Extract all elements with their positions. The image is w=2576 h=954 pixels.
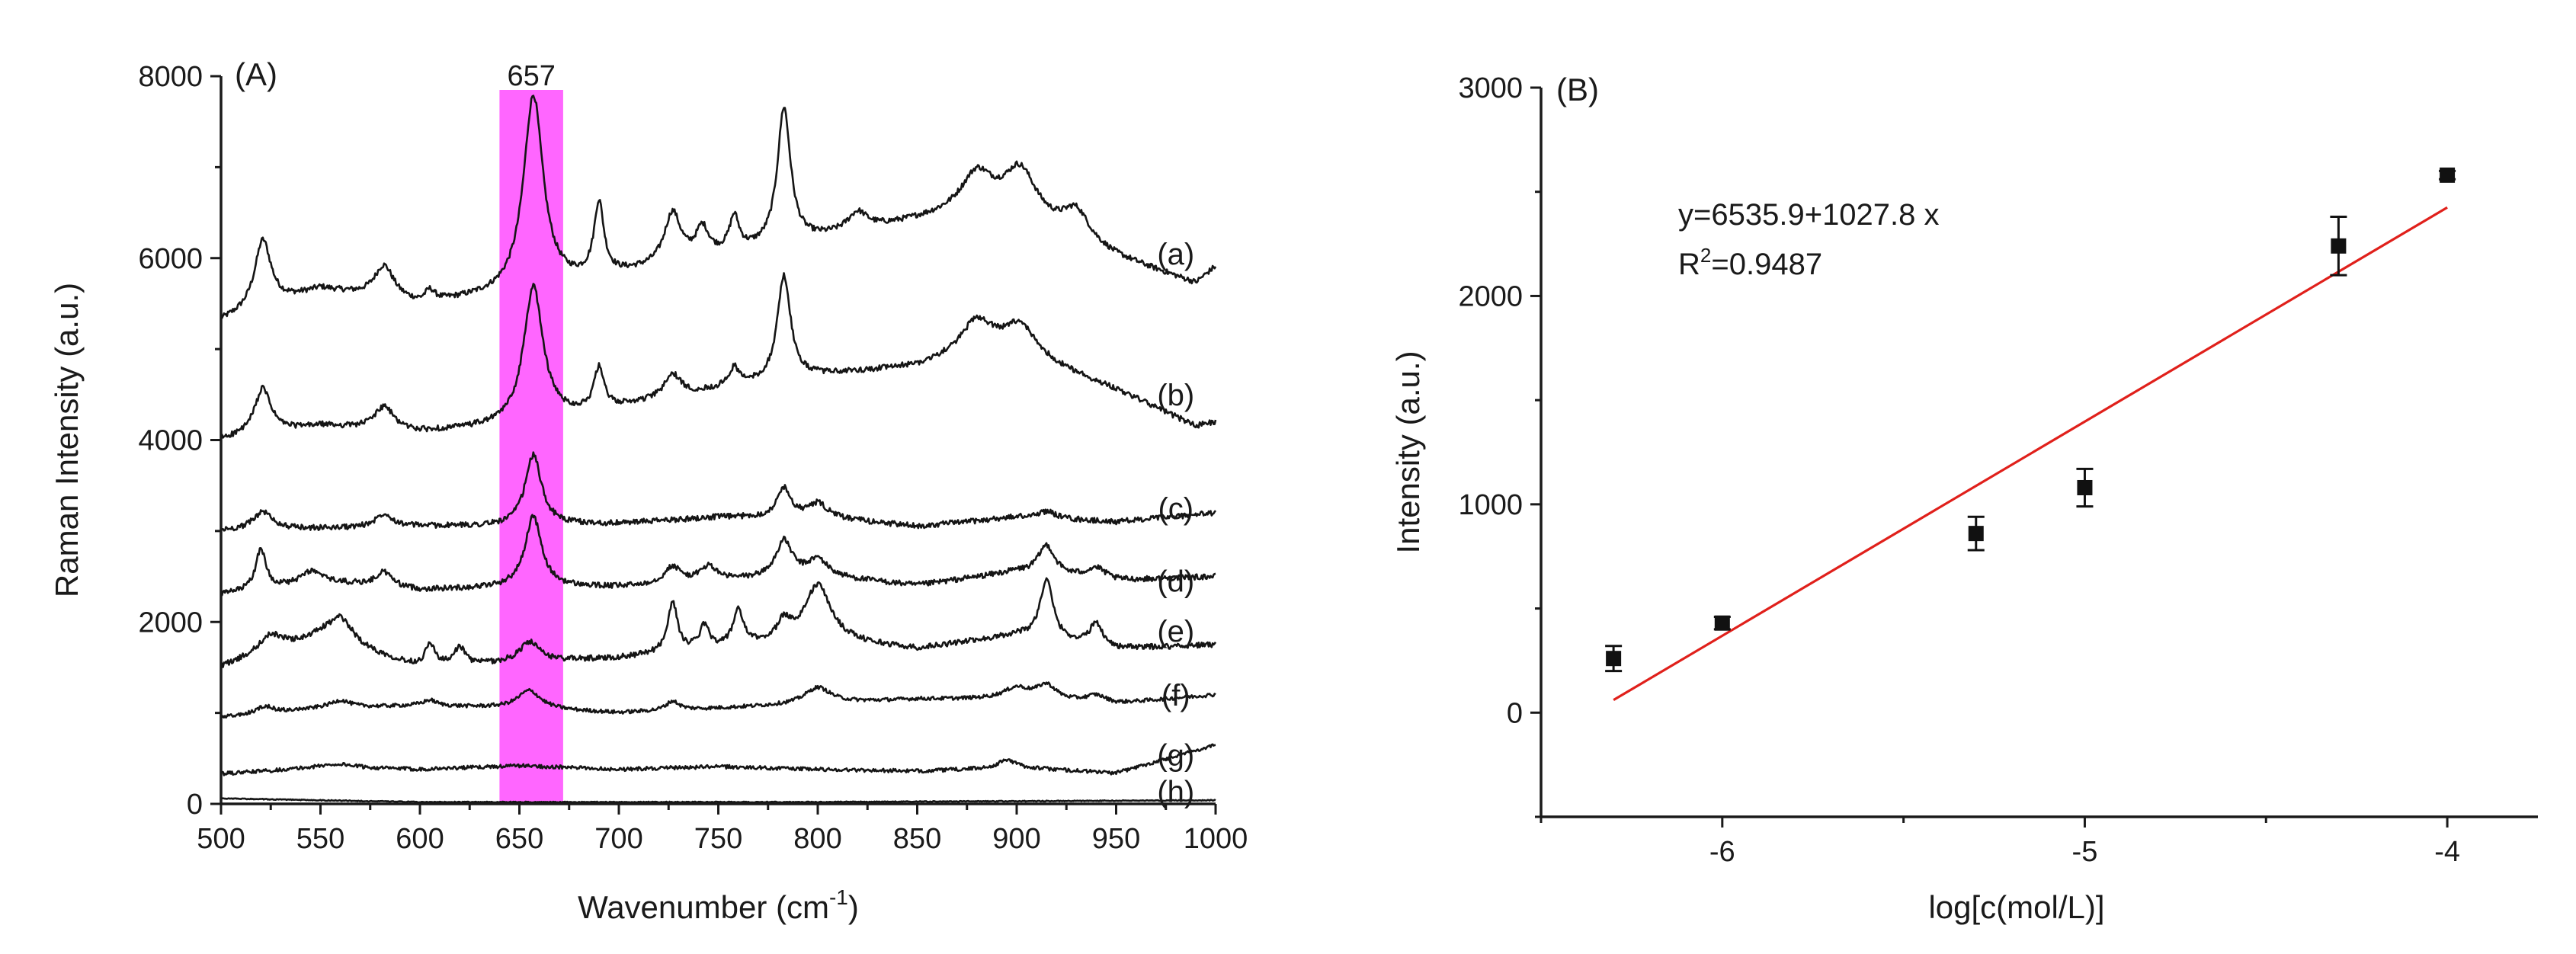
spectrum-label-f: (f) [1161,679,1190,712]
linear-fit-line [1613,206,2448,702]
x-tick-label-a: 900 [992,823,1040,855]
data-points [1605,167,2456,673]
data-point [1714,615,1730,631]
x-tick-label-a: 550 [296,823,344,855]
r-squared-symbol: R [1678,248,1700,281]
y-tick-label-a: 4000 [138,425,203,457]
x-axis-title-a-main: Wavenumber (cm [578,889,829,925]
y-tick-label-a: 8000 [138,61,203,93]
y-tick-label-b: 2000 [1458,280,1523,312]
data-point [2440,167,2456,183]
spectrum-labels: (a)(b)(c)(d)(e)(f)(g)(h) [1157,238,1194,809]
y-tick-label-a: 0 [187,789,203,821]
spectrum-line-f [219,681,1216,719]
spectrum-label-d: (d) [1157,565,1194,599]
panel-label-a: (A) [235,56,277,92]
spectrum-label-g: (g) [1157,739,1194,773]
x-tick-label-a: 950 [1092,823,1140,855]
spectrum-line-a [219,94,1217,319]
x-tick-label-a: 750 [694,823,742,855]
spectrum-line-b [219,272,1217,439]
spectrum-traces [219,94,1217,804]
x-tick-label-a: 500 [197,823,245,855]
fit-r-squared: R2=0.9487 [1678,244,1822,281]
data-point [1968,526,1984,542]
spectrum-line-d [219,514,1216,597]
spectrum-line-h [220,797,1216,804]
x-axis-title-a-superscript: -1 [829,885,848,909]
y-tick-label-a: 2000 [138,607,203,639]
data-point [1606,651,1622,667]
y-tick-label-b: 3000 [1458,72,1523,104]
x-axis-title-b: log[c(mol/L)] [1928,889,2104,925]
x-tick-label-b: -6 [1709,836,1735,868]
y-tick-label-a: 6000 [138,243,203,275]
fit-equation: y=6535.9+1027.8 x [1678,198,1940,232]
y-tick-label-b: 0 [1507,697,1523,729]
spectrum-label-e: (e) [1157,615,1194,648]
x-tick-label-a: 800 [793,823,841,855]
x-tick-label-a: 1000 [1184,823,1248,855]
x-tick-label-a: 650 [495,823,543,855]
x-tick-label-a: 600 [396,823,444,855]
x-tick-label-b: -4 [2434,836,2460,868]
data-point [2077,479,2093,495]
data-point [2331,238,2347,254]
spectrum-line-e [220,577,1217,668]
y-axis-title-a: Raman Intensity (a.u.) [49,283,85,597]
highlight-band-label: 657 [507,60,555,92]
axes-a: 500 550 600 650 700 750 800 850 900 950 1000 0 2000 4… [138,61,1248,855]
panel-label-b: (B) [1556,72,1599,107]
r-squared-superscript: 2 [1700,244,1711,267]
x-tick-label-a: 850 [893,823,941,855]
x-tick-label-b: -5 [2072,836,2098,868]
x-axis-title-a: Wavenumber (cm-1) [578,885,859,925]
x-tick-label-a: 700 [594,823,642,855]
spectrum-line-g [220,743,1216,776]
r-squared-value: =0.9487 [1711,248,1822,281]
chart-panel-b: -6 -5 -4 0 1000 2000 3000 (B) y=6535.9+1027.8 … [1390,72,2538,925]
axes-b: -6 -5 -4 0 1000 2000 3000 [1458,72,2538,868]
y-axis-title-b: Intensity (a.u.) [1390,351,1426,553]
spectrum-label-c: (c) [1158,492,1193,526]
spectrum-label-a: (a) [1157,238,1194,271]
y-tick-label-b: 1000 [1458,489,1523,521]
highlight-band-657 [499,90,563,804]
spectrum-line-c [220,451,1217,532]
spectrum-label-b: (b) [1157,379,1194,412]
chart-panel-a: 657 (a)(b)(c)(d)(e)(f)(g)(h) 500 550 600 65… [49,56,1248,925]
x-axis-title-a-close: ) [848,889,859,925]
